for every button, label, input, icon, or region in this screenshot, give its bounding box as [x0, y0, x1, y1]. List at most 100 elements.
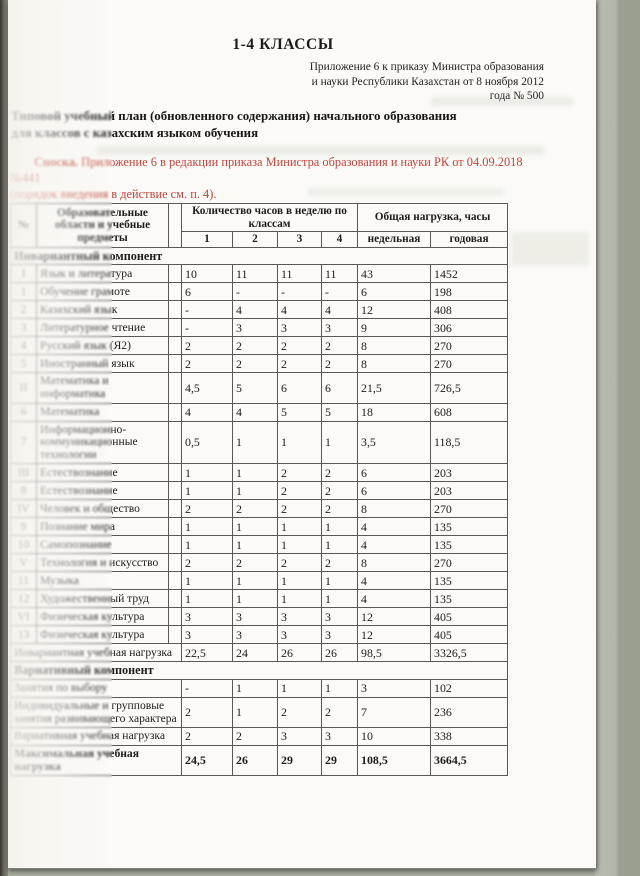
value-cell: 21,5: [357, 372, 432, 404]
subject-label: Музыка: [36, 571, 169, 591]
table-row: IV Человек и общество 2 2 2 2 8 270: [10, 499, 509, 519]
value-cell: 306: [430, 318, 509, 338]
value-cell: 24,5: [181, 745, 233, 777]
value-cell: 3: [320, 607, 359, 627]
value-cell: 2: [232, 727, 278, 747]
value-cell: 405: [430, 625, 509, 645]
row-number: 9: [10, 517, 37, 537]
subject-label: Физическая культура: [36, 625, 169, 645]
row-number: 5: [10, 354, 37, 374]
value-cell: 108,5: [357, 745, 432, 777]
value-cell: 2: [232, 553, 278, 573]
value-cell: 8: [357, 336, 432, 356]
value-cell: 2: [277, 481, 322, 501]
value-cell: 2: [277, 696, 322, 729]
bleed-through-artifact: [511, 232, 589, 266]
value-cell: 11: [277, 264, 322, 284]
spacer-cell: [168, 463, 182, 483]
row-label: Занятия по выбору: [10, 678, 182, 698]
table-row: Инвариантная учебная нагрузка 22,5 24 26 26 9…: [10, 643, 509, 663]
row-number: 12: [10, 589, 37, 609]
table-row: 9 Познание мира 1 1 1 1 4 135: [10, 517, 509, 537]
section-label: Вариативный компонент: [9, 661, 509, 680]
table-row: Максимальная учебная нагрузка 24,5 26 29 29 1…: [10, 745, 509, 777]
table-row: 2 Казахский язык -4 4 4 12 408: [10, 300, 509, 320]
value-cell: 9: [357, 318, 432, 338]
value-cell: 1: [320, 589, 359, 609]
table-row: 12 Художественный труд 1 1 1 1 4 135: [10, 589, 509, 609]
row-number: 3: [10, 318, 37, 338]
subject-label: Физическая культура: [36, 607, 169, 627]
value-cell: 3: [181, 625, 233, 645]
value-cell: 3664,5: [430, 745, 509, 777]
section-label: Инвариантный компонент: [9, 246, 509, 266]
value-cell: 3: [232, 318, 278, 338]
value-cell: 12: [357, 300, 432, 320]
spacer-cell: [168, 517, 182, 537]
value-cell: 1: [277, 420, 322, 465]
page-title: 1-4 КЛАССЫ: [232, 36, 334, 53]
value-cell: 270: [430, 499, 509, 519]
spacer-column-header: [168, 203, 182, 248]
value-cell: 26: [277, 643, 322, 663]
value-cell: 3: [277, 318, 322, 338]
value-cell: 5: [320, 402, 359, 422]
table-row: 7 Информационно-коммуникационные технолог…: [10, 420, 509, 465]
column-header-number: №: [10, 203, 37, 248]
value-cell: 1: [320, 678, 359, 698]
table-row: 8 Естествознание 1 1 2 2 6 203: [10, 481, 509, 501]
value-cell: 6: [357, 463, 432, 483]
value-cell: 0,5: [181, 420, 233, 465]
value-cell: 2: [320, 463, 359, 483]
spacer-cell: [168, 499, 182, 519]
subject-label: Технология и искусство: [36, 553, 169, 573]
footnote: Сноска. Приложение 6 в редакции приказа …: [10, 155, 545, 202]
value-cell: 1452: [430, 264, 509, 284]
table-header-row: № Образовательные области и учебные пред…: [10, 202, 509, 248]
value-cell: 4: [232, 300, 278, 320]
table-section-row: Инвариантный компонент: [9, 246, 509, 266]
value-cell: 6: [320, 372, 359, 404]
value-cell: 408: [430, 300, 509, 320]
row-label: Инвариантная учебная нагрузка: [10, 643, 182, 663]
subject-label: Художественный труд: [36, 589, 169, 609]
subject-label: Естествознание: [36, 481, 169, 501]
value-cell: 11: [232, 264, 278, 284]
value-cell: 1: [277, 678, 322, 698]
value-cell: 1: [232, 420, 278, 465]
column-group-hours-per-week: Количество часов в неделю по классам: [180, 202, 359, 233]
value-cell: 3: [277, 607, 322, 627]
value-cell: -: [181, 300, 233, 320]
value-cell: 12: [357, 625, 432, 645]
subject-label: Казахский язык: [36, 300, 169, 320]
table-body: Инвариантный компонент I Язык и литература…: [9, 246, 509, 777]
footnote-text: Приложение 6 в редакции приказа Министра…: [10, 155, 523, 185]
value-cell: 5: [232, 372, 278, 404]
row-label: Индивидуальные и групповые занятия разви…: [10, 696, 182, 729]
spacer-cell: [168, 300, 182, 320]
spacer-cell: [168, 553, 182, 573]
value-cell: 1: [181, 517, 233, 537]
value-cell: 1: [232, 481, 278, 501]
row-number: 1: [10, 282, 37, 302]
column-header-class-3: 3: [277, 231, 322, 248]
value-cell: 3326,5: [430, 643, 509, 663]
value-cell: 43: [357, 264, 432, 284]
value-cell: 24: [232, 643, 278, 663]
subject-label: Язык и литература: [36, 264, 169, 284]
row-number: V: [10, 553, 37, 573]
subject-label: Познание мира: [36, 517, 169, 537]
value-cell: 4,5: [181, 372, 233, 404]
table-row: 13 Физическая культура 3 3 3 3 12 405: [10, 625, 509, 645]
value-cell: 6: [357, 282, 432, 302]
table-row: II Математика и информатика 4,5 5 6 6 21,5 726,…: [10, 372, 509, 404]
value-cell: 2: [277, 354, 322, 374]
value-cell: 270: [430, 336, 509, 356]
column-header-class-2: 2: [232, 231, 278, 248]
value-cell: 6: [357, 481, 432, 501]
value-cell: 10: [181, 264, 233, 284]
value-cell: 203: [430, 463, 509, 483]
heading-line: для классов с казахским языком обучения: [11, 125, 259, 140]
row-number: VI: [10, 607, 37, 627]
table-row: 1 Обучение грамоте 6- - -6 198: [10, 282, 509, 302]
